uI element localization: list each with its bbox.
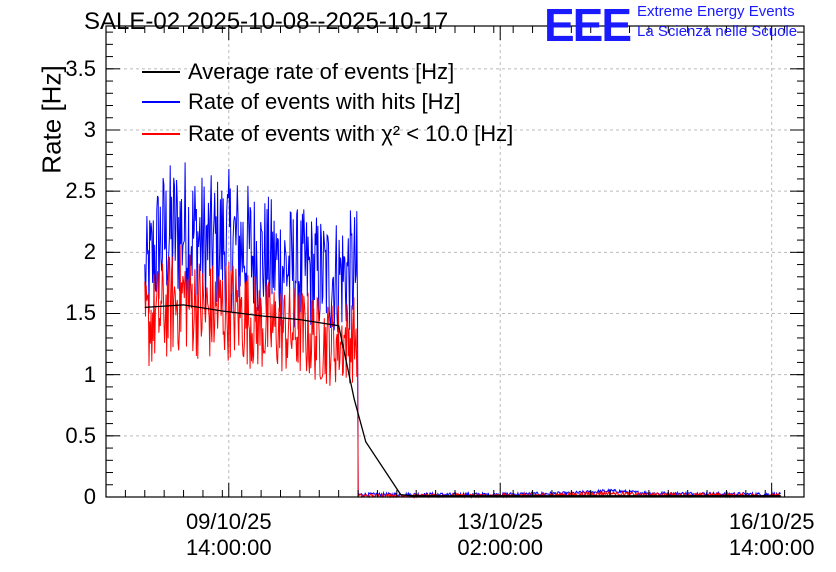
series-hits-line (144, 162, 782, 499)
eee-logo: EEE (544, 0, 632, 51)
series-chi2-line (144, 245, 782, 499)
y-tick-label: 0 (83, 484, 96, 509)
x-tick-time: 02:00:00 (457, 535, 544, 560)
chart-title: SALE-02 2025-10-08--2025-10-17 (84, 8, 449, 35)
legend-swatch-chi2 (142, 133, 180, 135)
x-tick-date: 16/10/25 (728, 509, 815, 534)
legend-chi2: Rate of events with χ² < 10.0 [Hz] (142, 120, 513, 148)
logo-line-2: La Scienza nelle Scuole (637, 23, 798, 40)
series-average-line (144, 304, 781, 497)
legend-label-average: Average rate of events [Hz] (188, 59, 455, 84)
x-tick-label: 16/10/25 14:00:00 (707, 509, 836, 561)
y-tick-label: 0.5 (65, 422, 96, 448)
y-tick-label: 2 (83, 239, 96, 265)
y-tick-label: 3.5 (65, 55, 96, 81)
legend-label-chi2: Rate of events with χ² < 10.0 [Hz] (188, 121, 514, 146)
logo-line-1: Extreme Energy Events (637, 3, 795, 20)
axis-ticks (106, 26, 804, 498)
legend-swatch-hits (142, 101, 180, 103)
legend-average: Average rate of events [Hz] (142, 58, 454, 86)
plot-series (144, 162, 782, 499)
x-tick-label: 09/10/25 14:00:00 (164, 509, 294, 561)
legend-hits: Rate of events with hits [Hz] (142, 88, 461, 116)
y-tick-label: 1.5 (65, 300, 96, 326)
legend-label-hits: Rate of events with hits [Hz] (188, 89, 461, 114)
x-tick-date: 09/10/25 (185, 509, 272, 534)
x-tick-label: 13/10/25 02:00:00 (435, 509, 565, 561)
legend-swatch-average (142, 71, 180, 73)
x-tick-time: 14:00:00 (185, 535, 272, 560)
y-tick-label: 3 (83, 116, 96, 142)
y-tick-label: 1 (83, 361, 96, 387)
x-tick-time: 14:00:00 (728, 535, 815, 560)
y-tick-label: 2.5 (65, 178, 96, 204)
x-tick-date: 13/10/25 (457, 509, 544, 534)
